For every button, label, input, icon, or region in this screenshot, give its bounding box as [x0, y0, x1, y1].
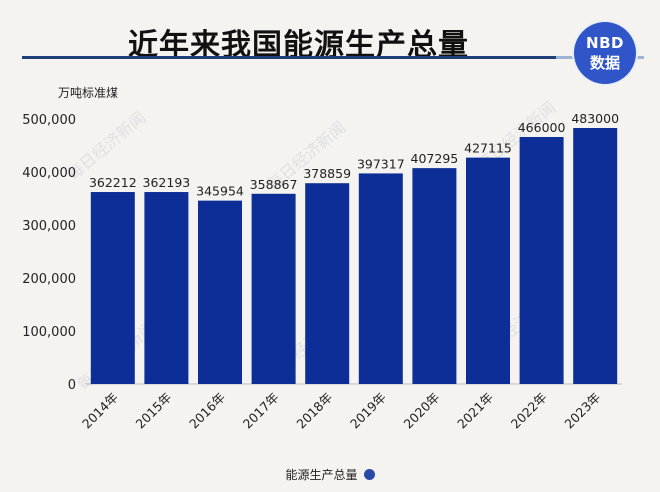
data-label: 397317	[357, 156, 405, 171]
data-label: 483000	[571, 111, 619, 126]
legend: 能源生产总量	[0, 466, 660, 483]
bar	[305, 183, 350, 384]
y-tick-label: 400,000	[22, 166, 76, 181]
bar	[466, 157, 510, 384]
x-tick-label: 2020年	[401, 390, 443, 432]
x-tick-label: 2021年	[454, 390, 496, 432]
data-label: 378859	[303, 166, 351, 181]
x-tick-label: 2017年	[240, 390, 282, 432]
data-label: 362212	[89, 175, 137, 190]
data-label: 466000	[518, 120, 566, 135]
bar	[412, 168, 457, 384]
y-tick-label: 300,000	[22, 219, 76, 234]
x-tick-label: 2022年	[508, 390, 550, 432]
y-tick-label: 200,000	[22, 272, 76, 287]
x-tick-label: 2023年	[561, 390, 603, 432]
y-tick-label: 500,000	[22, 113, 76, 128]
x-tick-label: 2016年	[186, 390, 228, 432]
bar	[358, 173, 403, 384]
bar	[573, 128, 618, 384]
bar	[198, 200, 242, 384]
bar	[90, 192, 135, 384]
legend-swatch	[363, 469, 375, 480]
data-label: 427115	[464, 141, 512, 156]
x-tick-label: 2019年	[347, 390, 389, 432]
x-tick-label: 2018年	[293, 390, 335, 432]
data-label: 358867	[250, 177, 298, 192]
title-bar: 近年来我国能源生产总量	[0, 14, 660, 63]
logo-line1: NBD	[586, 34, 624, 52]
legend-label: 能源生产总量	[285, 468, 358, 482]
y-axis-unit-label: 万吨标准煤	[58, 86, 119, 100]
x-tick-label: 2015年	[133, 390, 175, 432]
bar	[251, 193, 296, 384]
watermark-text: 每日经济新闻	[64, 108, 150, 184]
logo-line2: 数据	[589, 54, 620, 72]
y-tick-label: 0	[68, 378, 76, 393]
bar	[144, 192, 189, 384]
bar	[519, 137, 564, 384]
data-label: 407295	[411, 151, 459, 166]
nbd-logo: NBD 数据	[574, 22, 636, 84]
data-label: 362193	[143, 175, 191, 190]
y-tick-label: 100,000	[22, 325, 76, 340]
title-rule	[22, 56, 556, 59]
data-label: 345954	[196, 184, 244, 199]
x-tick-label: 2014年	[79, 390, 121, 432]
